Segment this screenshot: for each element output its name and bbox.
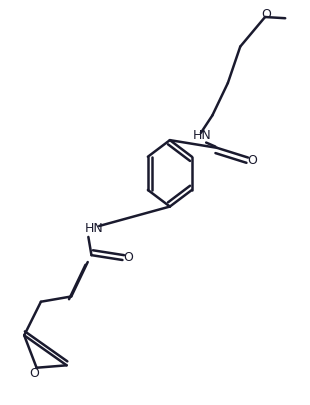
Text: O: O [123,252,133,264]
Text: O: O [262,9,272,21]
Text: HN: HN [85,222,104,235]
Text: HN: HN [193,129,211,142]
Text: O: O [29,367,39,380]
Text: O: O [247,154,257,167]
